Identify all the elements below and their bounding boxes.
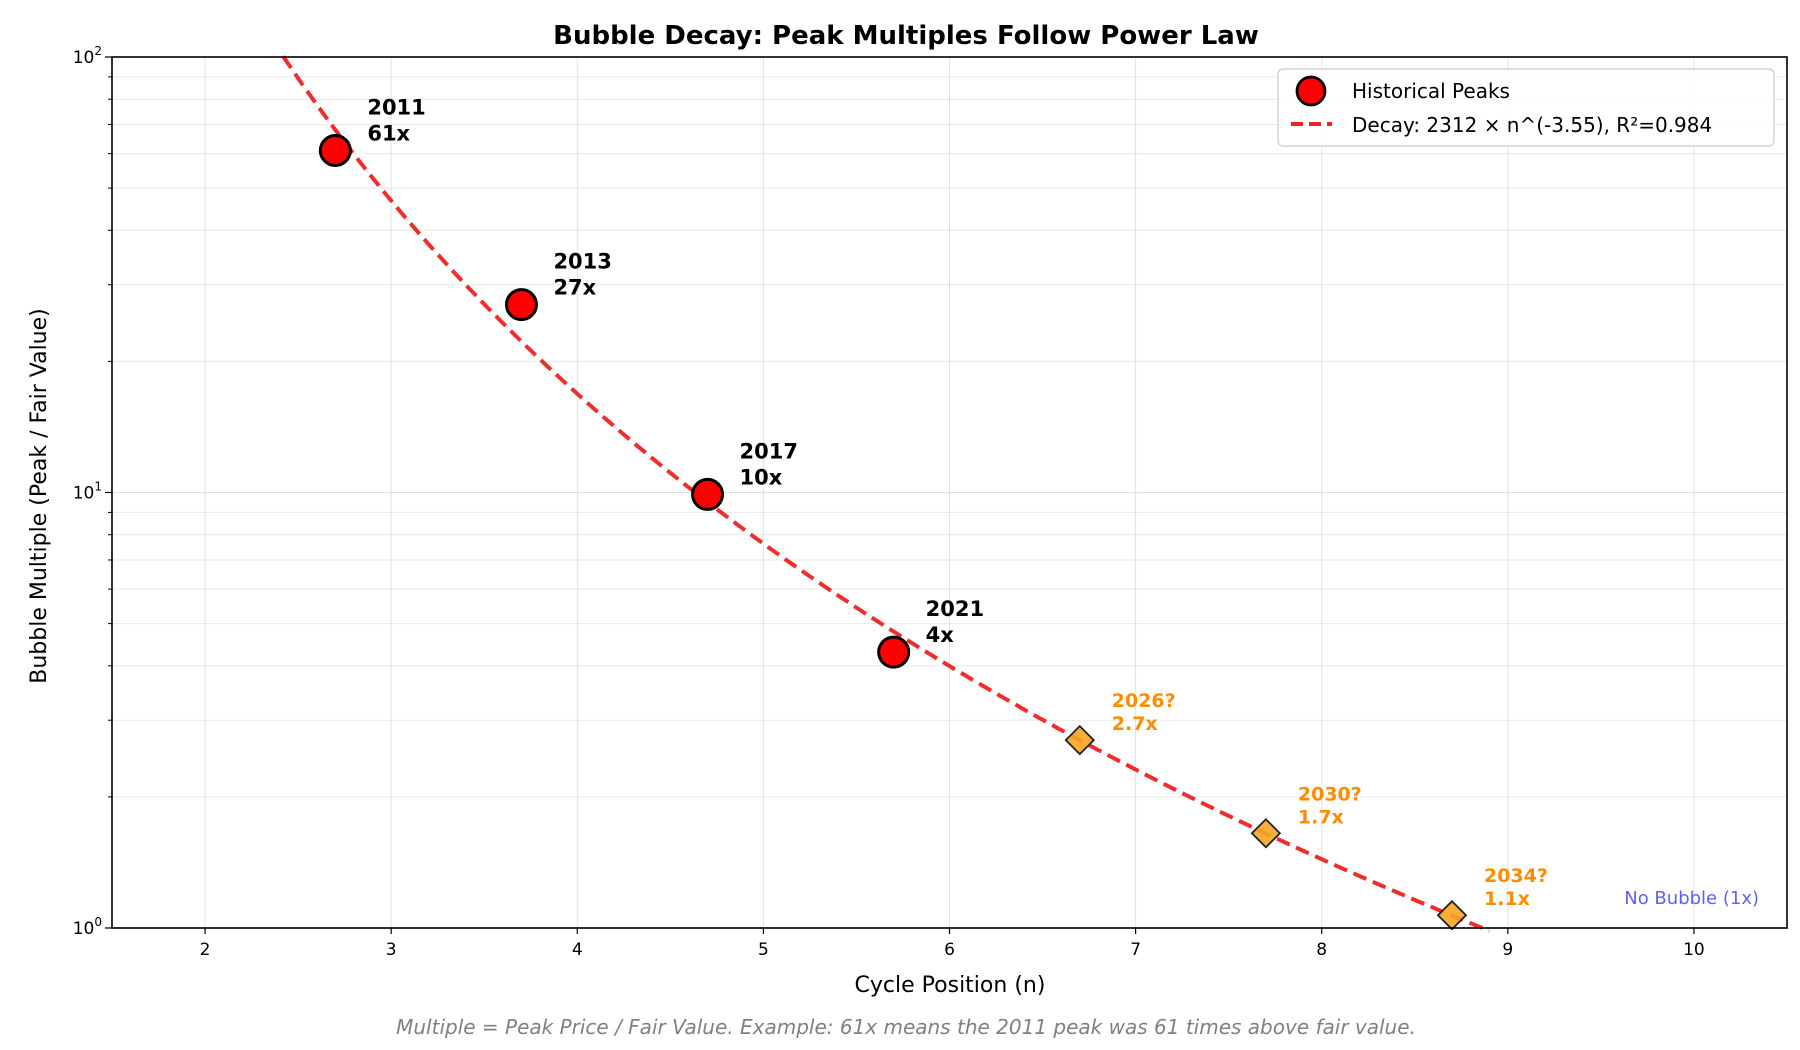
point-value-label: 61x bbox=[367, 121, 410, 145]
projected-year-label: 2026? bbox=[1112, 690, 1176, 712]
x-tick-label: 3 bbox=[386, 940, 397, 960]
x-tick-label: 5 bbox=[758, 940, 769, 960]
projected-year-label: 2034? bbox=[1484, 865, 1548, 887]
point-year-label: 2017 bbox=[740, 439, 798, 463]
legend: Historical Peaks Decay: 2312 × n^(-3.55)… bbox=[1277, 68, 1775, 147]
y-axis-label: Bubble Multiple (Peak / Fair Value) bbox=[27, 308, 52, 683]
projected-value-label: 1.7x bbox=[1298, 806, 1344, 828]
x-tick-label: 8 bbox=[1316, 940, 1327, 960]
y-tick-label: 101 bbox=[73, 480, 102, 504]
projected-peak-point bbox=[1250, 818, 1282, 849]
point-year-label: 2021 bbox=[926, 597, 984, 621]
y-tick-label: 102 bbox=[73, 44, 102, 68]
legend-marker-historical bbox=[1295, 75, 1327, 107]
historical-peak-point bbox=[318, 133, 352, 167]
chart-title: Bubble Decay: Peak Multiples Follow Powe… bbox=[553, 21, 1259, 51]
x-tick-label: 6 bbox=[944, 940, 955, 960]
x-axis-label: Cycle Position (n) bbox=[855, 973, 1046, 998]
point-year-label: 2011 bbox=[367, 95, 425, 119]
fit-curve-group bbox=[281, 55, 1490, 933]
point-value-label: 10x bbox=[740, 465, 783, 489]
historical-peak-point bbox=[504, 288, 538, 322]
x-tick-label: 2 bbox=[200, 940, 211, 960]
projected-peak-point bbox=[1064, 724, 1096, 756]
chart-caption: Multiple = Peak Price / Fair Value. Exam… bbox=[396, 1015, 1416, 1039]
fit-curve bbox=[281, 55, 1490, 933]
projected-value-label: 2.7x bbox=[1112, 713, 1158, 735]
point-value-label: 4x bbox=[926, 623, 955, 647]
data-points bbox=[318, 133, 1468, 931]
legend-box bbox=[1277, 68, 1775, 147]
point-year-label: 2013 bbox=[553, 250, 611, 274]
x-tick-label: 4 bbox=[572, 940, 583, 960]
y-tick-label: 100 bbox=[73, 915, 102, 939]
projected-value-label: 1.1x bbox=[1484, 888, 1530, 910]
axis-ticks: 2 3 4 5 6 7 8 9 10 100 101 102 bbox=[73, 44, 1705, 960]
projected-year-label: 2030? bbox=[1298, 783, 1362, 805]
reference-line-group: No Bubble (1x) bbox=[112, 888, 1787, 929]
reference-line-label: No Bubble (1x) bbox=[1624, 888, 1759, 909]
projected-peak-point bbox=[1436, 899, 1468, 931]
x-tick-label: 7 bbox=[1130, 940, 1141, 960]
point-value-label: 27x bbox=[553, 276, 596, 300]
legend-label-fit: Decay: 2312 × n^(-3.55), R²=0.984 bbox=[1352, 113, 1712, 137]
legend-label-historical: Historical Peaks bbox=[1352, 79, 1510, 103]
x-tick-label: 9 bbox=[1502, 940, 1513, 960]
grid bbox=[112, 56, 1787, 929]
x-tick-label: 10 bbox=[1683, 940, 1705, 960]
historical-peak-point bbox=[691, 477, 725, 511]
historical-peak-point bbox=[877, 635, 911, 669]
